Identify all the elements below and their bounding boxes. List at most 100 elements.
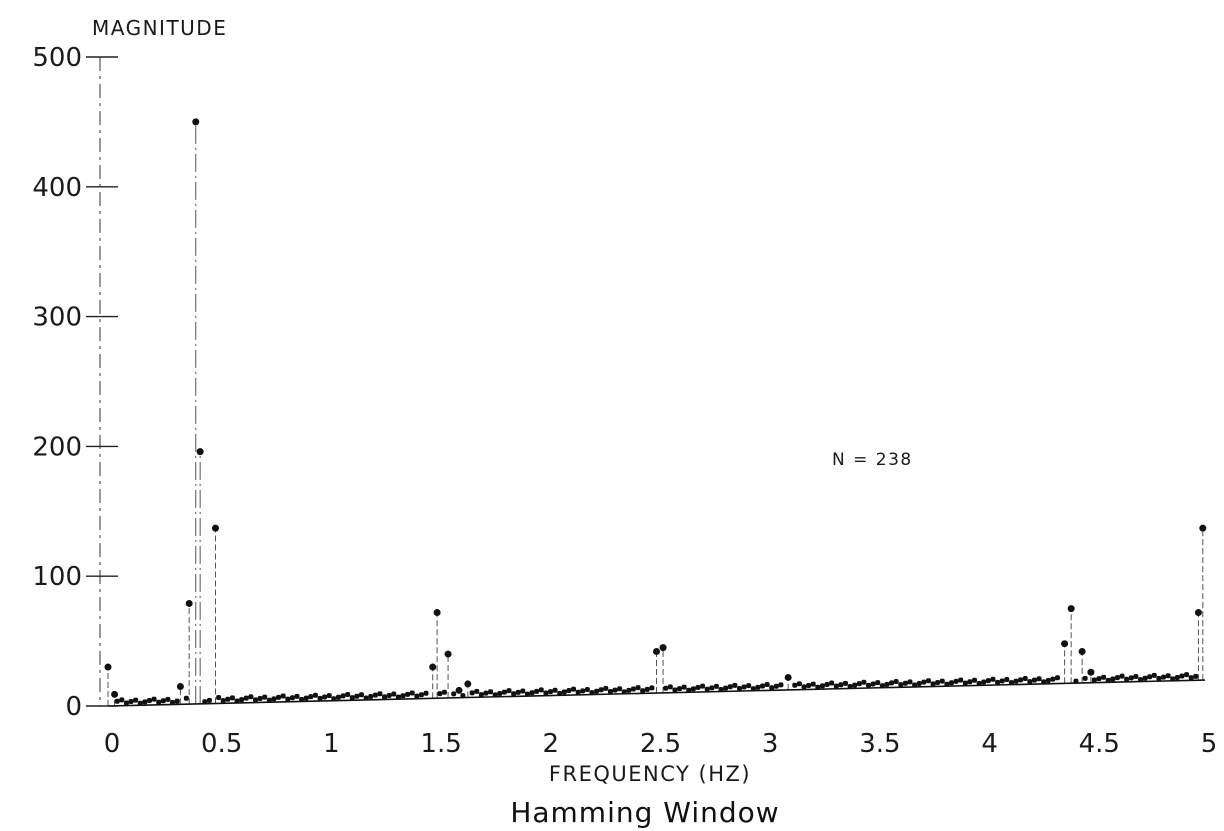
floor-marker: [377, 691, 383, 697]
floor-marker: [732, 682, 738, 688]
floor-marker: [133, 697, 139, 703]
floor-marker: [985, 678, 991, 684]
floor-marker: [478, 692, 484, 698]
floor-marker: [335, 694, 341, 700]
floor-marker: [681, 684, 687, 690]
peaks-layer: [104, 118, 1207, 706]
floor-marker: [644, 686, 650, 692]
x-tick-label: 5: [1201, 729, 1218, 759]
floor-marker: [156, 699, 162, 705]
floor-marker: [580, 688, 586, 694]
floor-marker: [640, 688, 646, 694]
floor-marker: [368, 694, 374, 700]
floor-marker: [128, 699, 134, 705]
floor-marker: [741, 684, 747, 690]
floor-marker: [939, 678, 945, 684]
floor-marker: [1082, 675, 1088, 681]
peak-marker: [212, 524, 220, 532]
floor-marker: [796, 681, 802, 687]
floor-marker: [1036, 676, 1042, 682]
floor-marker: [649, 685, 655, 691]
floor-marker: [289, 695, 295, 701]
floor-marker: [206, 697, 212, 703]
peak-marker: [1078, 647, 1086, 655]
floor-marker: [257, 696, 263, 702]
y-axis-label: MAGNITUDE: [92, 16, 227, 40]
y-tick-label: 500: [32, 43, 82, 73]
floor-marker: [981, 679, 987, 685]
floor-marker: [294, 693, 300, 699]
floor-marker: [151, 696, 157, 702]
floor-marker: [243, 695, 249, 701]
floor-marker: [736, 685, 742, 691]
peak-marker: [1061, 640, 1069, 648]
peak-marker: [464, 680, 472, 688]
y-tick-label: 400: [32, 173, 82, 203]
floor-marker: [1184, 672, 1190, 678]
floor-marker: [345, 691, 351, 697]
floor-marker: [566, 688, 572, 694]
floor-marker: [630, 686, 636, 692]
floor-marker: [483, 690, 489, 696]
floor-marker: [543, 690, 549, 696]
floor-marker: [962, 680, 968, 686]
floor-marker: [451, 691, 457, 697]
peak-marker: [1199, 524, 1207, 532]
floor-marker: [972, 677, 978, 683]
floor-marker: [635, 685, 641, 691]
floor-marker: [667, 684, 673, 690]
peak-marker: [653, 647, 660, 655]
floor-marker: [174, 698, 180, 704]
floor-marker: [280, 693, 286, 699]
floor-marker: [1031, 677, 1037, 683]
floor-marker: [1045, 678, 1051, 684]
floor-marker: [824, 681, 830, 687]
floor-marker: [1027, 679, 1033, 685]
floor-marker: [866, 682, 872, 688]
floor-marker: [598, 687, 604, 693]
floor-marker: [160, 698, 166, 704]
floor-marker: [1188, 675, 1194, 681]
floor-marker: [561, 689, 567, 695]
floor-marker: [423, 690, 429, 696]
floor-marker: [262, 694, 268, 700]
floor-marker: [916, 681, 922, 687]
floor-marker: [488, 689, 494, 695]
floor-marker: [852, 682, 858, 688]
floor-marker: [575, 689, 581, 695]
floor-marker: [571, 686, 577, 692]
peak-marker: [433, 609, 441, 617]
peak-marker: [176, 683, 184, 691]
floor-marker: [958, 677, 964, 683]
floor-marker: [829, 680, 835, 686]
floor-marker: [326, 693, 332, 699]
peak-marker: [784, 673, 792, 681]
floor-marker: [603, 685, 609, 691]
floor-marker: [607, 689, 613, 695]
floor-marker: [612, 687, 618, 693]
floor-marker: [322, 694, 328, 700]
floor-marker: [1018, 677, 1024, 683]
floor-marker: [1004, 677, 1010, 683]
floor-marker: [529, 690, 535, 696]
y-tick-label: 200: [32, 432, 82, 462]
floor-marker: [418, 692, 424, 698]
peak-marker: [659, 644, 667, 652]
floor-marker: [123, 700, 129, 706]
floor-marker: [391, 691, 397, 697]
floor-marker: [400, 693, 406, 699]
floor-marker: [1165, 673, 1171, 679]
sample-count-annotation: N = 238: [832, 450, 913, 470]
floor-marker: [902, 680, 908, 686]
floor-marker: [700, 683, 706, 689]
floor-marker: [663, 685, 669, 691]
floor-marker: [437, 691, 443, 697]
floor-marker: [285, 696, 291, 702]
floor-marker: [303, 695, 309, 701]
floor-marker: [810, 681, 816, 687]
chart-title: Hamming Window: [510, 796, 779, 829]
floor-marker: [183, 695, 189, 701]
floor-marker: [220, 698, 226, 704]
floor-marker: [552, 687, 558, 693]
floor-marker: [359, 692, 365, 698]
